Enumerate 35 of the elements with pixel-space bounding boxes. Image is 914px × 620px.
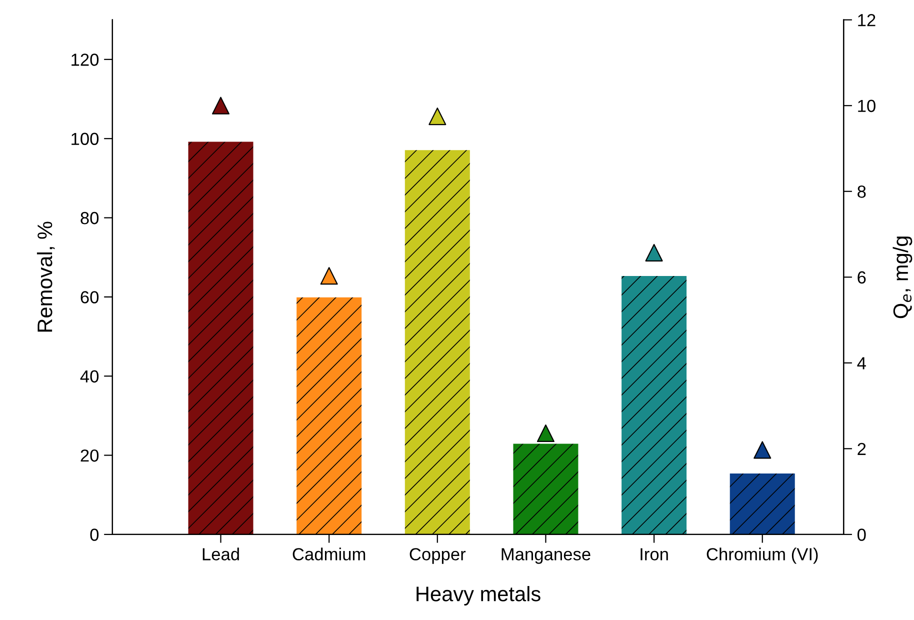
bar xyxy=(622,276,687,534)
bar xyxy=(188,142,254,534)
point xyxy=(536,424,554,442)
point xyxy=(212,96,230,114)
x-tick-label: Manganese xyxy=(502,548,590,564)
x-tick-label: Chromium (VI) xyxy=(706,548,818,564)
y-tick-label: 0 xyxy=(90,528,99,541)
bar xyxy=(296,297,362,534)
bar xyxy=(404,150,470,534)
y2-tick-label: 12 xyxy=(858,14,876,26)
y-tick-label: 60 xyxy=(80,291,99,304)
point xyxy=(428,108,446,126)
x-tick-label: Copper xyxy=(410,548,466,564)
y2-axis-title: Q$_{e}$, mg/g xyxy=(892,236,912,318)
point xyxy=(320,267,338,285)
y2-tick-label: 0 xyxy=(857,528,866,541)
y-tick-label: 40 xyxy=(80,370,99,383)
y2-tick-label: 2 xyxy=(858,442,866,455)
y-tick-label: 100 xyxy=(72,132,99,146)
x-tick-label: Iron xyxy=(640,548,668,560)
bar xyxy=(730,473,795,534)
y2-tick-label: 6 xyxy=(858,271,866,284)
y2-tick-label: 10 xyxy=(858,100,876,112)
x-tick-label: Lead xyxy=(202,548,239,560)
x-axis-title: Heavy metals xyxy=(416,586,540,606)
bar xyxy=(513,444,578,534)
point xyxy=(645,244,663,262)
y2-tick-label: 8 xyxy=(858,186,866,198)
y-tick-label: 120 xyxy=(72,54,99,66)
x-tick-label: Cadmium xyxy=(292,548,366,560)
y-tick-label: 80 xyxy=(80,212,99,224)
y2-tick-label: 4 xyxy=(857,357,866,370)
y-tick-label: 20 xyxy=(80,449,99,462)
y-axis-title: Removal, % xyxy=(36,222,55,332)
point xyxy=(754,441,772,459)
